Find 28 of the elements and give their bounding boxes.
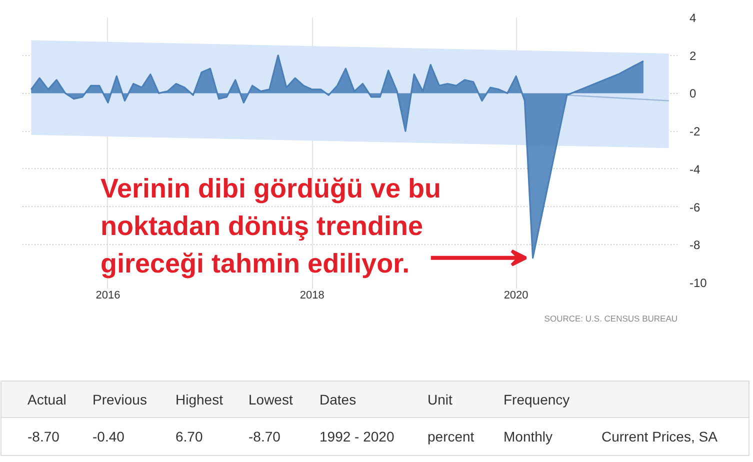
text: 1992 - 2020 <box>320 428 394 444</box>
text: 6.70 <box>176 428 203 444</box>
x-tick-label: 2020 <box>504 290 528 302</box>
x-tick-label: 2018 <box>300 290 324 302</box>
y-tick-label: -4 <box>690 162 700 176</box>
source-note: SOURCE: U.S. CENSUS BUREAU <box>544 314 678 324</box>
y-tick-label: -2 <box>690 124 700 139</box>
category-label: Lowest <box>248 392 293 408</box>
y-tick-label: -8 <box>690 238 700 252</box>
category-label: Previous <box>92 392 147 408</box>
annotation: Verinin dibi gördüğü ve bu noktadan dönüş trendine gireceği tahmin ediliyor. <box>100 174 442 278</box>
text: -8.70 <box>248 428 280 444</box>
category-label: Dates <box>320 392 356 408</box>
text: Monthly <box>504 428 553 444</box>
text: percent <box>428 428 474 444</box>
y-tick-label: 4 <box>690 11 696 25</box>
y-tick-label: -6 <box>690 200 700 214</box>
category-label: Frequency <box>504 392 570 408</box>
x-tick-label: 2016 <box>96 290 120 302</box>
category-label: Unit <box>428 392 453 408</box>
text: -0.40 <box>92 428 124 444</box>
y-tick-label: 0 <box>690 86 696 101</box>
y-tick-label: -10 <box>690 276 708 290</box>
category-label: Actual <box>28 392 66 408</box>
category-label: Highest <box>176 392 224 408</box>
text: -8.70 <box>28 428 60 444</box>
y-tick-label: 2 <box>690 48 696 63</box>
text: Current Prices, SA <box>602 428 718 444</box>
